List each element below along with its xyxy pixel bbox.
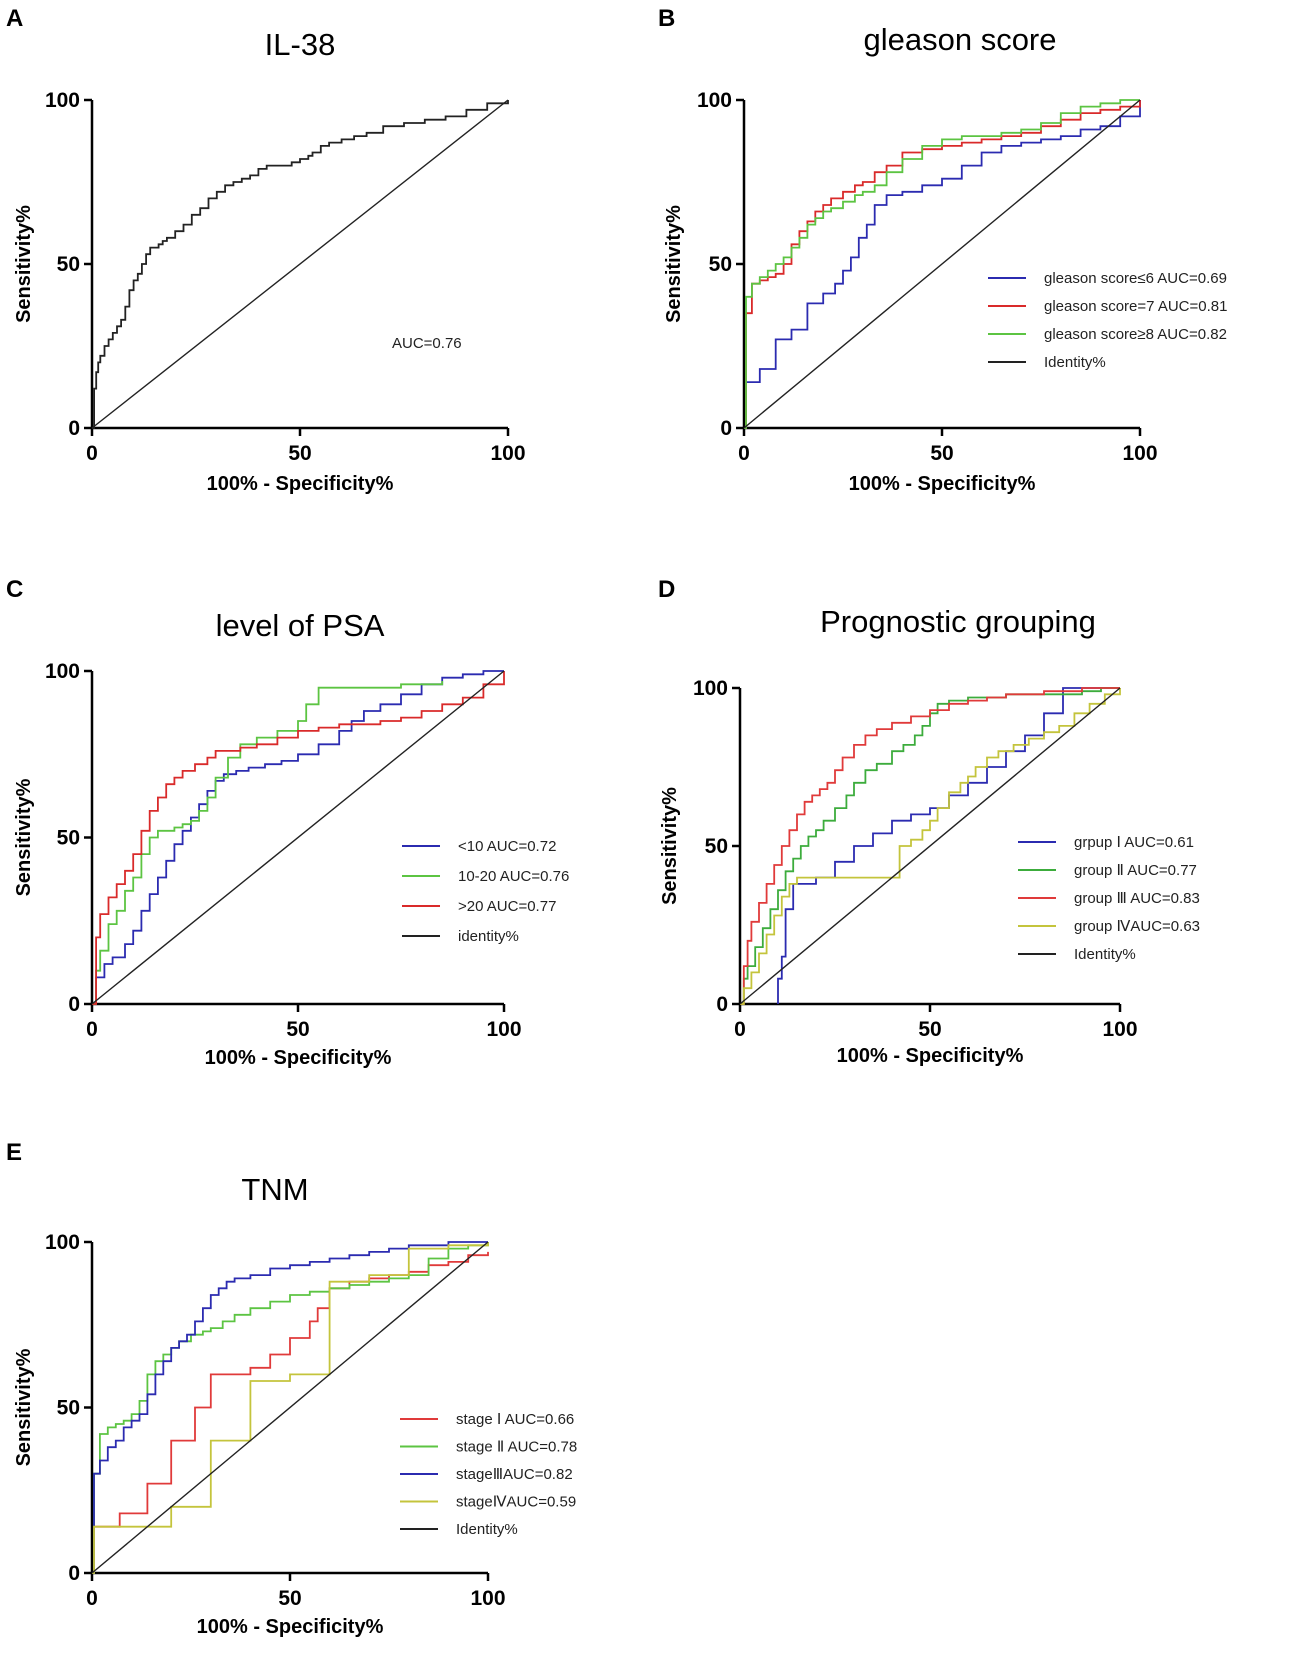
y-tick-label: 50 (709, 253, 732, 276)
y-tick-label: 100 (697, 89, 732, 112)
series-3-line (740, 687, 1120, 1005)
x-tick-label: 50 (918, 1018, 941, 1041)
y-axis-label: Sensitivity% (13, 205, 35, 323)
legend-entry-label: gleason score=7 AUC=0.81 (1044, 298, 1227, 315)
y-tick-label: 0 (716, 993, 728, 1016)
series-2-line (91, 99, 509, 429)
x-tick-label: 0 (734, 1018, 746, 1041)
series-2-line (92, 681, 444, 1005)
legend-entry-label: Identity% (456, 1521, 518, 1538)
x-axis-label: 100% - Specificity% (207, 473, 394, 495)
chart-title: IL-38 (265, 27, 336, 62)
panel-letter: C (6, 576, 23, 603)
x-tick-label: 100 (486, 1018, 521, 1041)
y-tick-label: 0 (720, 417, 732, 440)
x-axis-label: 100% - Specificity% (849, 473, 1036, 495)
legend-entry-label: gleason score≤6 AUC=0.69 (1044, 270, 1227, 287)
chart-title: TNM (241, 1172, 308, 1207)
y-axis-label: Sensitivity% (13, 778, 35, 896)
y-axis-label: Sensitivity% (663, 205, 685, 323)
legend-entry-label: Identity% (1074, 946, 1136, 963)
panel-letter: A (6, 5, 23, 32)
x-tick-label: 50 (286, 1018, 309, 1041)
x-tick-label: 100 (1122, 442, 1157, 465)
series-3-line (744, 99, 1140, 429)
x-tick-label: 0 (86, 1587, 98, 1610)
panel-a: A IL-38 0 50 100 0 50 100 100% - Specificity% Sen… (6, 5, 526, 495)
x-tick-label: 50 (288, 442, 311, 465)
x-tick-label: 50 (278, 1587, 301, 1610)
x-axis-label: 100% - Specificity% (197, 1616, 384, 1638)
y-tick-label: 0 (68, 417, 80, 440)
y-axis-label: Sensitivity% (13, 1348, 35, 1466)
y-tick-label: 100 (45, 1231, 80, 1254)
x-tick-label: 0 (86, 442, 98, 465)
series-1-line (777, 687, 1120, 1004)
series-4-line (91, 670, 505, 1005)
legend-entry-label: gleason score≥8 AUC=0.82 (1044, 326, 1227, 343)
auc-annotation: AUC=0.76 (392, 335, 462, 352)
series-1-line (744, 100, 1141, 429)
y-tick-label: 50 (57, 253, 80, 276)
chart-title: level of PSA (216, 608, 385, 643)
panel-e: E TNM 0 50 100 0 50 100 100% - Specificity% Sensi… (6, 1139, 577, 1638)
legend-entry-label: grpup Ⅰ AUC=0.61 (1074, 834, 1194, 851)
series-5-line (739, 687, 1121, 1005)
y-tick-label: 100 (693, 677, 728, 700)
legend-entry-label: group Ⅲ AUC=0.83 (1074, 890, 1200, 907)
y-axis-label: Sensitivity% (659, 787, 681, 905)
legend-entry-label: identity% (458, 928, 519, 945)
x-tick-label: 100 (470, 1587, 505, 1610)
x-axis-label: 100% - Specificity% (205, 1047, 392, 1069)
y-tick-label: 50 (705, 835, 728, 858)
legend-entry-label: stageⅣAUC=0.59 (456, 1494, 576, 1511)
x-tick-label: 0 (738, 442, 750, 465)
x-tick-label: 50 (930, 442, 953, 465)
legend-entry-label: stage Ⅱ AUC=0.78 (456, 1439, 577, 1456)
panel-d: D Prognostic grouping 0 50 100 0 50 100 100% - S… (658, 576, 1200, 1067)
series-4-line (92, 1242, 489, 1574)
series-2-line (740, 687, 1120, 1005)
panel-letter: E (6, 1139, 22, 1166)
series-3-line (92, 671, 505, 1005)
series-3-line (92, 1241, 488, 1574)
x-tick-label: 0 (86, 1018, 98, 1041)
panel-letter: D (658, 576, 675, 603)
x-tick-label: 100 (1102, 1018, 1137, 1041)
panel-letter: B (658, 5, 675, 32)
legend-entry-label: stage Ⅰ AUC=0.66 (456, 1411, 574, 1428)
legend-entry-label: Identity% (1044, 354, 1106, 371)
legend-entry-label: >20 AUC=0.77 (458, 898, 556, 915)
y-tick-label: 0 (68, 993, 80, 1016)
x-axis-label: 100% - Specificity% (837, 1045, 1024, 1067)
series-4-line (743, 99, 1141, 429)
series-5-line (91, 1241, 489, 1574)
y-tick-label: 50 (57, 827, 80, 850)
y-tick-label: 100 (45, 660, 80, 683)
series-1-line (92, 100, 509, 429)
legend-entry-label: group Ⅱ AUC=0.77 (1074, 862, 1197, 879)
legend-entry-label: 10-20 AUC=0.76 (458, 868, 569, 885)
y-tick-label: 100 (45, 89, 80, 112)
chart-title: gleason score (863, 22, 1056, 57)
legend-entry-label: <10 AUC=0.72 (458, 838, 556, 855)
series-2-line (92, 1242, 489, 1574)
legend-entry-label: stageⅢAUC=0.82 (456, 1466, 573, 1483)
series-4-line (740, 688, 1121, 1005)
legend-entry-label: group ⅣAUC=0.63 (1074, 918, 1200, 935)
chart-title: Prognostic grouping (820, 604, 1096, 639)
y-tick-label: 50 (57, 1397, 80, 1420)
y-tick-label: 0 (68, 1562, 80, 1585)
x-tick-label: 100 (490, 442, 525, 465)
